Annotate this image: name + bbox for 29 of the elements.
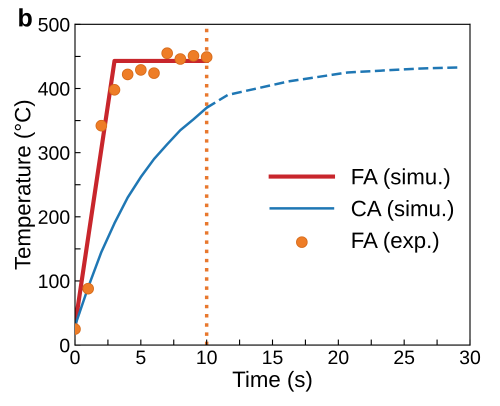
point [148, 67, 160, 79]
point [161, 47, 173, 60]
x-axis-title: Time (s) [232, 370, 312, 392]
point [188, 50, 200, 62]
point [135, 64, 147, 76]
y-tick-label: 400 [38, 82, 70, 96]
y-tick-label: 0 [60, 338, 70, 352]
y-axis-title: Temperature (°C) [14, 100, 35, 270]
y-tick-label: 200 [38, 210, 70, 224]
legend-label: FA (exp.) [352, 232, 438, 253]
x-tick-label: 5 [136, 350, 146, 364]
point [82, 282, 94, 294]
x-tick-label: 20 [328, 350, 348, 364]
point [174, 53, 186, 65]
legend-label: FA (simu.) [352, 168, 450, 189]
text: b [19, 8, 32, 27]
y-tick-label: 300 [38, 146, 70, 160]
x-tick-label: 25 [394, 350, 414, 364]
x-tick-label: 0 [70, 350, 80, 364]
y-tick-label: 500 [38, 18, 70, 32]
point [200, 51, 212, 63]
legend-label: CA (simu.) [352, 200, 454, 221]
point [96, 120, 108, 132]
point [108, 84, 120, 96]
x-tick-label: 15 [263, 350, 282, 364]
x-tick-label: 30 [460, 350, 480, 364]
x-tick-label: 10 [197, 350, 217, 364]
y-tick-label: 100 [39, 274, 70, 288]
point [122, 68, 134, 80]
